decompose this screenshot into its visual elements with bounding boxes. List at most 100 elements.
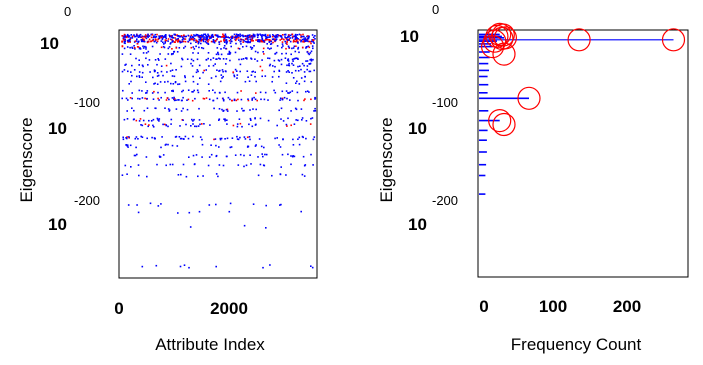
scatter-point-red — [222, 35, 224, 38]
scatter-point-red — [290, 124, 292, 127]
scatter-point-blue — [273, 34, 275, 37]
scatter-point-blue — [300, 35, 303, 38]
scatter-point-red — [143, 39, 145, 41]
scatter-point-blue — [313, 136, 316, 138]
scatter-point-blue — [207, 52, 210, 54]
scatter-point-blue — [183, 264, 186, 266]
scatter-point-blue — [237, 164, 240, 166]
scatter-point-red — [300, 34, 302, 36]
histogram-y-tick-0-base: 10 — [400, 27, 419, 46]
scatter-point-blue — [235, 70, 238, 72]
scatter-point-blue — [287, 58, 290, 60]
scatter-point-blue — [147, 33, 149, 36]
scatter-point-blue — [193, 118, 195, 121]
scatter-point-blue — [285, 42, 287, 45]
scatter-point-blue — [268, 64, 271, 67]
scatter-point-blue — [237, 138, 240, 141]
scatter-point-blue — [159, 156, 162, 158]
scatter-point-blue — [294, 33, 297, 36]
scatter-point-red — [299, 39, 301, 41]
scatter-point-blue — [269, 63, 272, 66]
scatter-point-blue — [168, 98, 170, 101]
scatter-point-blue — [287, 117, 289, 120]
scatter-point-blue — [294, 107, 297, 110]
scatter-point-red — [180, 35, 183, 37]
scatter-point-blue — [169, 70, 172, 72]
scatter-point-blue — [219, 138, 222, 141]
scatter-point-blue — [205, 37, 208, 40]
histogram-y-tick-2: 10 -200 — [408, 193, 458, 234]
scatter-point-red — [139, 118, 142, 120]
scatter-point-blue — [164, 34, 167, 36]
scatter-point-blue — [304, 38, 307, 41]
scatter-point-blue — [138, 120, 141, 122]
scatter-point-red — [240, 90, 242, 92]
scatter-point-blue — [184, 45, 187, 48]
scatter-point-blue — [186, 58, 189, 60]
scatter-point-blue — [248, 80, 251, 82]
scatter-point-red — [182, 40, 185, 43]
scatter-point-blue — [222, 97, 224, 100]
scatter-point-blue — [244, 35, 247, 38]
scatter-point-blue — [233, 98, 236, 101]
scatter-point-blue — [278, 70, 281, 72]
scatter-point-blue — [262, 266, 264, 269]
scatter-point-red — [279, 39, 281, 41]
scatter-point-blue — [248, 123, 250, 126]
scatter-point-blue — [233, 99, 236, 102]
scatter-point-blue — [312, 138, 315, 141]
scatter-point-blue — [295, 35, 297, 38]
scatter-point-blue — [218, 108, 221, 110]
scatter-point-blue — [135, 40, 138, 42]
scatter-point-blue — [186, 108, 189, 111]
scatter-point-blue — [289, 91, 292, 94]
scatter-point-blue — [216, 35, 219, 37]
scatter-point-blue — [178, 99, 180, 101]
scatter-point-blue — [188, 38, 191, 40]
scatter-point-blue — [171, 90, 173, 92]
scatter-point-blue — [208, 90, 210, 92]
scatter-point-blue — [201, 156, 203, 158]
scatter-point-blue — [168, 46, 171, 48]
scatter-point-red — [171, 38, 173, 41]
scatter-point-blue — [225, 35, 227, 37]
scatter-point-red — [208, 39, 210, 41]
scatter-x-tick-2000: 2000 — [210, 299, 248, 318]
scatter-point-red — [251, 36, 254, 38]
scatter-point-blue — [122, 35, 125, 37]
scatter-point-blue — [262, 51, 264, 53]
scatter-point-blue — [281, 153, 284, 156]
scatter-point-blue — [247, 41, 249, 44]
scatter-point-blue — [126, 33, 129, 36]
scatter-point-blue — [310, 117, 312, 120]
scatter-point-blue — [219, 92, 221, 94]
scatter-point-blue — [227, 53, 229, 55]
scatter-point-blue — [131, 37, 134, 39]
scatter-point-blue — [311, 39, 313, 41]
scatter-point-blue — [136, 35, 139, 37]
scatter-point-blue — [268, 41, 271, 43]
scatter-point-blue — [195, 154, 198, 156]
scatter-point-blue — [285, 123, 288, 126]
histogram-marker-circle — [485, 24, 509, 49]
scatter-point-red — [255, 92, 257, 94]
scatter-point-blue — [240, 43, 242, 45]
scatter-point-blue — [272, 65, 274, 67]
scatter-point-blue — [257, 34, 260, 36]
scatter-point-blue — [181, 90, 183, 93]
scatter-point-blue — [162, 45, 165, 48]
scatter-point-red — [234, 35, 237, 37]
scatter-point-blue — [178, 83, 181, 85]
scatter-point-red — [280, 38, 283, 40]
scatter-point-blue — [289, 99, 291, 101]
scatter-point-blue — [276, 124, 278, 127]
scatter-point-red — [295, 40, 297, 43]
scatter-point-red — [231, 99, 233, 102]
scatter-point-blue — [186, 99, 188, 101]
scatter-point-blue — [214, 138, 217, 140]
scatter-point-blue — [226, 123, 228, 125]
scatter-point-red — [207, 41, 209, 43]
scatter-point-blue — [127, 204, 130, 206]
scatter-point-blue — [199, 40, 201, 42]
